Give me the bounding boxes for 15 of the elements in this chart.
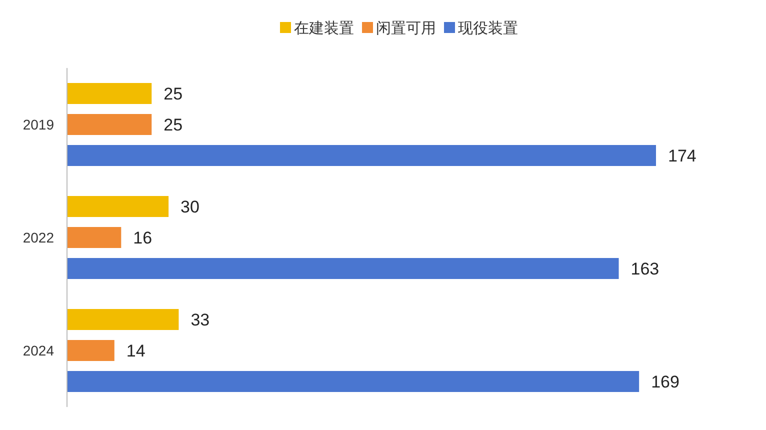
data-label: 33 [190,310,210,330]
data-label: 174 [668,146,696,166]
y-tick-label: 2019 [22,116,54,132]
data-label: 25 [164,116,183,134]
legend-label: 在建装置 [294,20,354,37]
data-label: 16 [133,228,152,248]
legend-label: 现役装置 [458,20,518,37]
data-label: 25 [164,84,183,104]
data-label: 30 [180,198,200,216]
y-tick-label: 2022 [22,230,54,246]
legend-label: 闲置可用 [376,20,436,37]
data-label: 169 [651,372,680,392]
y-tick-label: 2024 [22,342,54,358]
data-label: 14 [126,342,146,360]
data-label: 163 [630,260,660,278]
